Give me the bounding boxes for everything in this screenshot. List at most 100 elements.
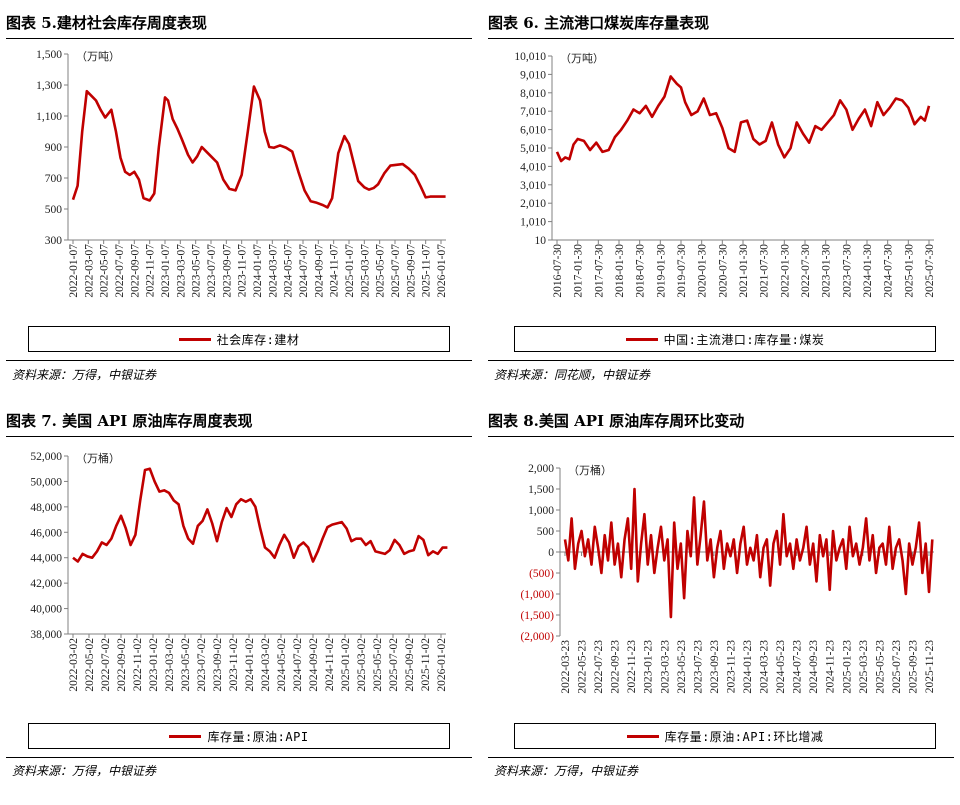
x-tick-label: 2023-11-07 — [237, 244, 249, 297]
x-tick-label: 2025-01-30 — [903, 244, 915, 298]
x-tick-label: 2024-01-02 — [244, 638, 256, 692]
title-divider — [488, 436, 954, 437]
title-divider — [488, 38, 954, 39]
title-divider — [6, 38, 472, 39]
legend-swatch — [169, 734, 202, 738]
x-tick-label: 2023-09-23 — [709, 640, 721, 694]
x-tick-label: 2024-05-07 — [283, 244, 295, 298]
x-tick-label: 2025-05-23 — [874, 640, 886, 694]
x-tick-label: 2022-09-23 — [610, 640, 622, 694]
source-note: 资料来源：万得，中银证券 — [494, 764, 639, 778]
x-tick-label: 2024-09-07 — [313, 244, 325, 298]
y-tick-label: 9,010 — [520, 69, 546, 81]
y-tick-label: 1,010 — [520, 217, 546, 229]
series-line — [555, 75, 931, 163]
y-tick-label: 3,010 — [520, 180, 546, 192]
series-line — [72, 467, 448, 563]
x-tick-label: 2022-11-02 — [132, 638, 144, 691]
x-tick-label: 2023-03-07 — [175, 244, 187, 298]
y-tick-label: 52,000 — [30, 451, 62, 463]
x-tick-label: 2022-11-07 — [145, 244, 157, 297]
y-tick-label: 4,010 — [520, 161, 546, 173]
legend: 中国:主流港口:库存量:煤炭 — [514, 326, 936, 352]
x-tick-label: 2024-07-30 — [883, 244, 895, 298]
y-tick-label: 10,010 — [514, 51, 546, 63]
x-tick-label: 2017-01-30 — [573, 244, 585, 298]
x-tick-label: 2025-07-30 — [924, 244, 936, 298]
y-tick-label: 0 — [548, 547, 554, 559]
x-tick-label: 2023-07-02 — [196, 638, 208, 692]
source-divider — [6, 360, 472, 361]
x-tick-label: 2025-03-02 — [356, 638, 368, 692]
x-tick-label: 2022-03-23 — [560, 640, 572, 694]
y-tick-label: 2,010 — [520, 198, 546, 210]
y-tick-label: 300 — [45, 235, 63, 247]
x-tick-label: 2025-11-02 — [420, 638, 432, 691]
x-tick-label: 2022-07-23 — [593, 640, 605, 694]
x-tick-label: 2022-01-30 — [779, 244, 791, 298]
source-divider — [6, 757, 472, 758]
y-tick-label: 2,000 — [528, 463, 554, 475]
source-note: 资料来源：万得，中银证券 — [12, 368, 157, 382]
x-tick-label: 2025-05-07 — [375, 244, 387, 298]
x-tick-label: 2023-07-07 — [206, 244, 218, 298]
x-tick-label: 2024-05-02 — [276, 638, 288, 692]
x-tick-label: 2023-05-07 — [191, 244, 203, 298]
unit-label: （万吨） — [560, 52, 604, 65]
x-tick-label: 2023-05-02 — [180, 638, 192, 692]
y-tick-label: 1,500 — [36, 49, 62, 61]
y-tick-label: 1,300 — [36, 80, 62, 92]
chart-svg: 10,010 9,010 8,010 7,010 6,010 5,010 4,010 3,01… — [514, 51, 936, 298]
title-divider — [6, 436, 472, 437]
x-tick-label: 2024-09-23 — [808, 640, 820, 694]
unit-label: （万桶） — [76, 451, 120, 465]
y-tick-label: 7,010 — [520, 106, 546, 118]
x-tick-label: 2023-09-07 — [221, 244, 233, 298]
y-tick-label: 46,000 — [30, 527, 62, 539]
y-tick-label: 6,010 — [520, 125, 546, 137]
legend: 库存量:原油:API:环比增减 — [514, 723, 936, 749]
x-tick-label: 2025-03-07 — [359, 244, 371, 298]
y-tick-label: (500) — [529, 568, 554, 580]
x-tick-label: 2022-11-23 — [626, 640, 638, 693]
chart-title: 图表 8.美国 API 原油库存周环比变动 — [488, 412, 745, 430]
y-tick-label: 44,000 — [30, 553, 62, 565]
y-tick-label: 1,000 — [528, 505, 554, 517]
x-tick-label: 2022-09-07 — [129, 244, 141, 298]
y-tick-label: 700 — [45, 173, 63, 185]
legend-label: 社会库存:建材 — [216, 332, 300, 347]
unit-label: （万桶） — [568, 463, 612, 477]
x-tick-label: 2023-01-30 — [821, 244, 833, 298]
x-tick-label: 2022-05-07 — [99, 244, 111, 298]
unit-label: （万吨） — [76, 50, 120, 63]
series-line — [71, 85, 446, 209]
chart-area: 1,500 1,300 1,100 900 700 500 300 （万吨） 2022-01-0… — [6, 40, 472, 324]
x-tick-label: 2023-11-23 — [725, 640, 737, 693]
chart-svg: 2,000 1,500 1,000 500 0 (500) (1,000) (1,500) (2… — [520, 463, 936, 694]
x-tick-label: 2025-05-02 — [372, 638, 384, 692]
x-tick-label: 2024-03-23 — [759, 640, 771, 694]
x-tick-label: 2023-11-02 — [228, 638, 240, 691]
x-tick-label: 2022-09-02 — [116, 638, 128, 692]
x-tick-label: 2023-03-23 — [659, 640, 671, 694]
x-tick-label: 2022-05-02 — [84, 638, 96, 692]
chart-title: 图表 5.建材社会库存周度表现 — [6, 14, 207, 32]
y-tick-label: 38,000 — [30, 629, 62, 641]
source-divider — [488, 757, 954, 758]
legend-swatch — [178, 337, 211, 341]
x-tick-label: 2025-09-23 — [907, 640, 919, 694]
chart-svg: 1,500 1,300 1,100 900 700 500 300 （万吨） 2022-01-0… — [36, 49, 448, 298]
legend: 社会库存:建材 — [28, 326, 450, 352]
x-tick-label: 2022-03-02 — [68, 638, 80, 692]
x-tick-label: 2023-01-07 — [160, 244, 172, 298]
x-tick-label: 2024-07-07 — [298, 244, 310, 298]
x-tick-label: 2024-07-23 — [792, 640, 804, 694]
y-tick-label: 10 — [535, 235, 547, 247]
x-tick-label: 2024-01-30 — [862, 244, 874, 298]
x-tick-label: 2026-01-07 — [436, 244, 448, 298]
x-tick-label: 2024-03-02 — [260, 638, 272, 692]
x-tick-label: 2025-01-23 — [841, 640, 853, 694]
x-tick-label: 2017-07-30 — [593, 244, 605, 298]
y-tick-label: 8,010 — [520, 88, 546, 100]
x-tick-label: 2024-09-02 — [308, 638, 320, 692]
